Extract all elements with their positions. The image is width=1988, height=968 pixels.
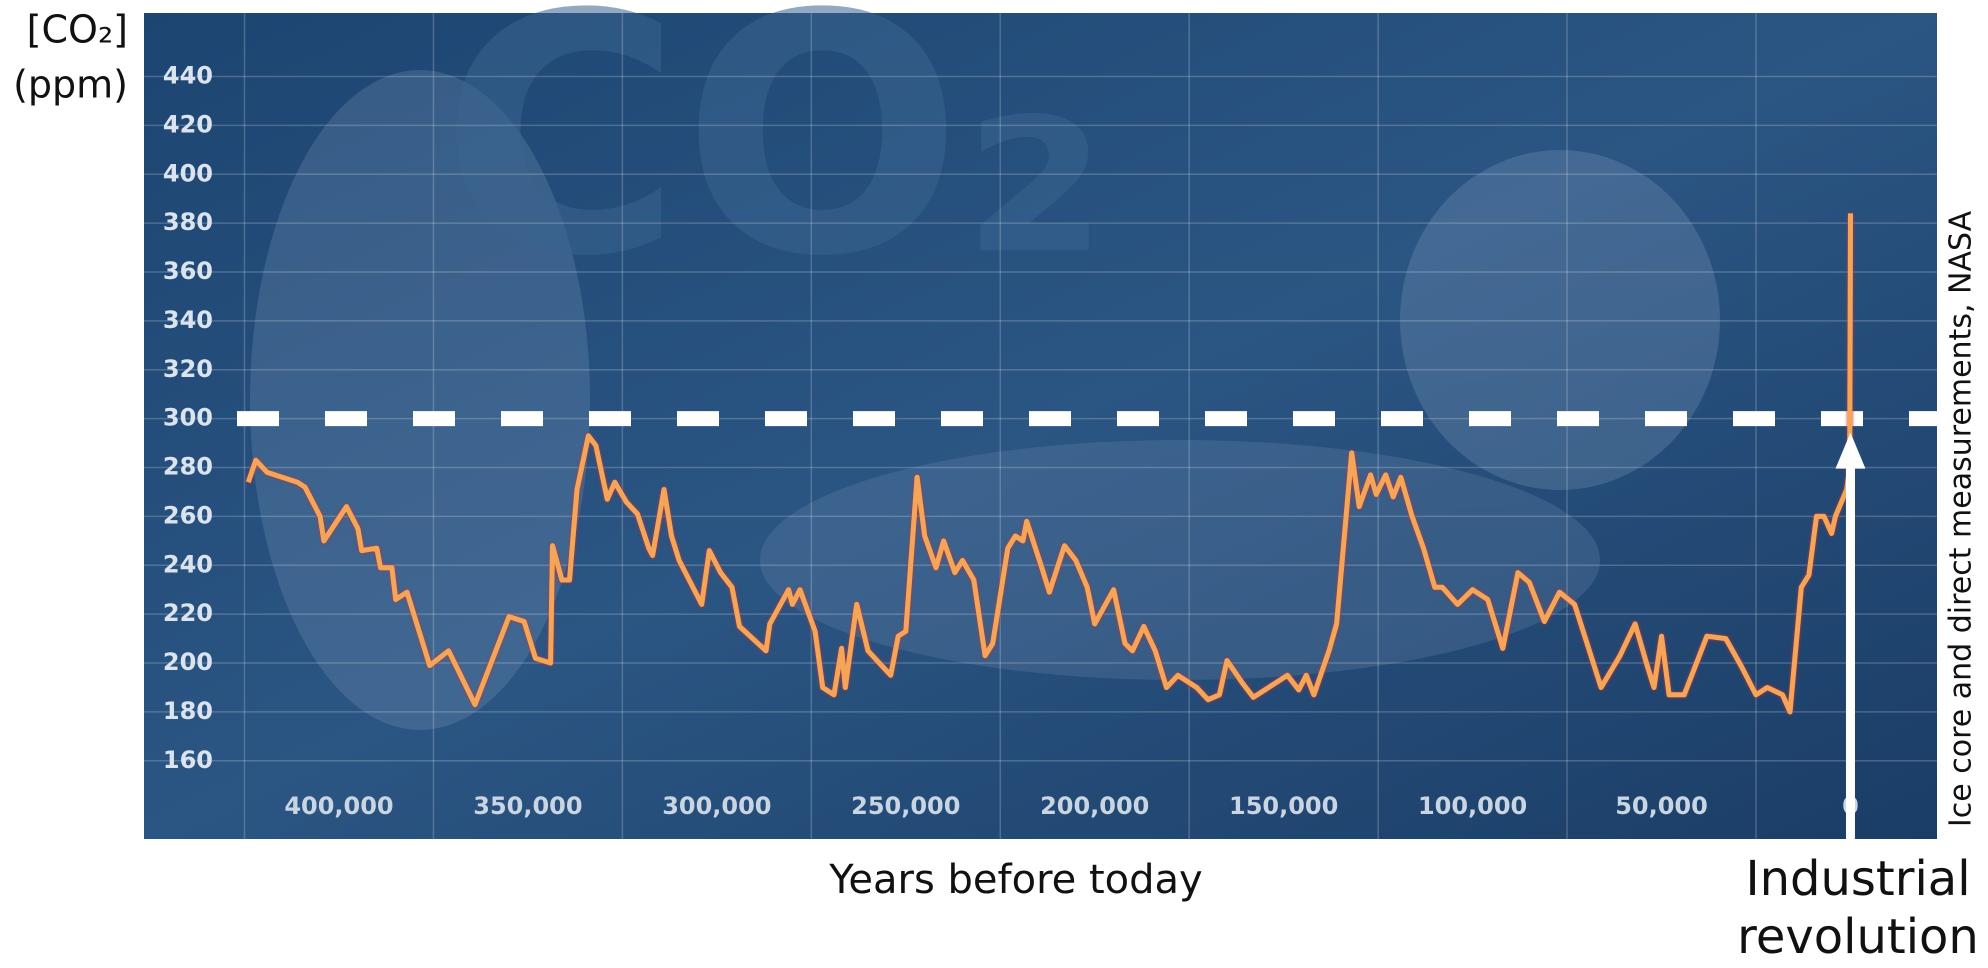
ice-shape [250,70,590,730]
x-tick-label: 350,000 [473,792,582,820]
y-tick-label: 320 [163,355,213,383]
x-tick-label: 50,000 [1615,792,1708,820]
y-axis-label: [CO₂] [27,8,128,52]
y-tick-label: 440 [163,62,213,90]
y-tick-label: 300 [163,404,213,432]
x-tick-label: 400,000 [284,792,393,820]
y-tick-label: 240 [163,550,213,578]
y-tick-label: 220 [163,599,213,627]
y-tick-label: 200 [163,648,213,676]
y-tick-label: 400 [163,159,213,187]
watermark: CO₂ [440,0,1107,328]
annotation-text: Industrial [1745,851,1970,907]
credit: Ice core and direct measurements, NASA [1944,210,1979,827]
y-tick-label: 180 [163,697,213,725]
x-tick-label: 100,000 [1418,792,1527,820]
y-tick-label: 360 [163,257,213,285]
y-tick-label: 420 [163,110,213,138]
x-tick-label: 250,000 [851,792,960,820]
y-tick-label: 280 [163,453,213,481]
y-axis-label: (ppm) [13,63,128,107]
annotation-text: revolution [1737,909,1979,964]
x-tick-label: 200,000 [1040,792,1149,820]
x-tick-label: 150,000 [1229,792,1338,820]
ice-shape [760,440,1600,680]
y-tick-label: 340 [163,306,213,334]
data-line [245,213,1853,715]
y-tick-label: 380 [163,208,213,236]
x-tick-label: 300,000 [662,792,771,820]
background-shapes [250,70,1720,730]
x-axis-label: Years before today [828,857,1202,903]
y-tick-label: 160 [163,746,213,774]
annotation-arrowhead [1835,432,1866,469]
ice-shape [1400,150,1720,490]
y-tick-label: 260 [163,501,213,529]
